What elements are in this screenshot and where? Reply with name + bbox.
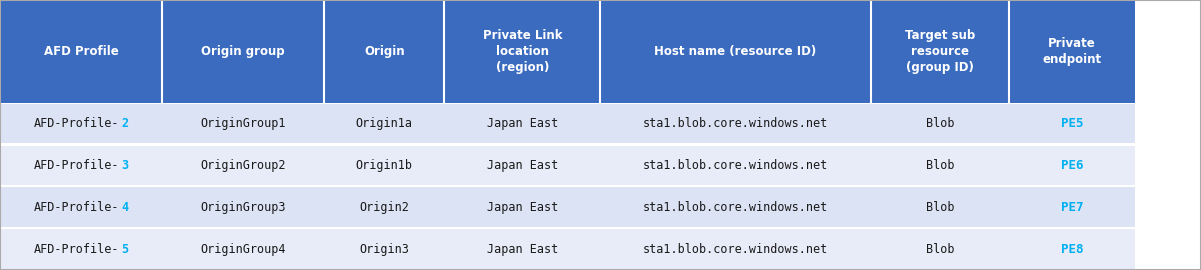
Text: sta1.blob.core.windows.net: sta1.blob.core.windows.net <box>643 201 829 214</box>
Text: PE6: PE6 <box>1060 159 1083 172</box>
FancyBboxPatch shape <box>444 187 600 227</box>
Text: OriginGroup1: OriginGroup1 <box>201 117 286 130</box>
Text: Private Link
location
(region): Private Link location (region) <box>483 29 562 74</box>
FancyBboxPatch shape <box>1009 104 1135 143</box>
Text: OriginGroup2: OriginGroup2 <box>201 159 286 172</box>
Text: sta1.blob.core.windows.net: sta1.blob.core.windows.net <box>643 117 829 130</box>
FancyBboxPatch shape <box>1009 187 1135 227</box>
Text: 2: 2 <box>121 117 129 130</box>
FancyBboxPatch shape <box>444 146 600 185</box>
FancyBboxPatch shape <box>324 104 444 143</box>
FancyBboxPatch shape <box>600 187 871 227</box>
FancyBboxPatch shape <box>0 104 162 143</box>
Text: Japan East: Japan East <box>486 201 558 214</box>
Text: Private
endpoint: Private endpoint <box>1042 37 1101 66</box>
FancyBboxPatch shape <box>324 229 444 269</box>
FancyBboxPatch shape <box>162 104 324 143</box>
Text: sta1.blob.core.windows.net: sta1.blob.core.windows.net <box>643 242 829 256</box>
FancyBboxPatch shape <box>0 146 162 185</box>
Text: Target sub
resource
(group ID): Target sub resource (group ID) <box>904 29 975 74</box>
FancyBboxPatch shape <box>0 187 162 227</box>
FancyBboxPatch shape <box>600 104 871 143</box>
Text: sta1.blob.core.windows.net: sta1.blob.core.windows.net <box>643 159 829 172</box>
Text: PE5: PE5 <box>1060 117 1083 130</box>
FancyBboxPatch shape <box>162 0 324 103</box>
Text: Origin: Origin <box>364 45 405 58</box>
FancyBboxPatch shape <box>871 187 1009 227</box>
FancyBboxPatch shape <box>324 146 444 185</box>
FancyBboxPatch shape <box>162 187 324 227</box>
FancyBboxPatch shape <box>0 229 162 269</box>
Text: AFD-Profile-: AFD-Profile- <box>34 242 119 256</box>
FancyBboxPatch shape <box>324 187 444 227</box>
Text: 5: 5 <box>121 242 129 256</box>
Text: PE8: PE8 <box>1060 242 1083 256</box>
Text: AFD-Profile-: AFD-Profile- <box>34 117 119 130</box>
Text: Origin1b: Origin1b <box>355 159 413 172</box>
FancyBboxPatch shape <box>444 229 600 269</box>
Text: AFD-Profile-: AFD-Profile- <box>34 201 119 214</box>
FancyBboxPatch shape <box>871 104 1009 143</box>
Text: AFD Profile: AFD Profile <box>43 45 119 58</box>
Text: Japan East: Japan East <box>486 159 558 172</box>
FancyBboxPatch shape <box>871 229 1009 269</box>
Text: Origin group: Origin group <box>202 45 285 58</box>
FancyBboxPatch shape <box>444 0 600 103</box>
FancyBboxPatch shape <box>1009 146 1135 185</box>
Text: PE7: PE7 <box>1060 201 1083 214</box>
Text: Blob: Blob <box>926 201 954 214</box>
Text: Blob: Blob <box>926 159 954 172</box>
Text: 3: 3 <box>121 159 129 172</box>
Text: Japan East: Japan East <box>486 117 558 130</box>
Text: Blob: Blob <box>926 242 954 256</box>
FancyBboxPatch shape <box>871 0 1009 103</box>
FancyBboxPatch shape <box>0 0 162 103</box>
Text: Origin3: Origin3 <box>359 242 410 256</box>
Text: Origin1a: Origin1a <box>355 117 413 130</box>
FancyBboxPatch shape <box>1009 229 1135 269</box>
FancyBboxPatch shape <box>600 146 871 185</box>
Text: Japan East: Japan East <box>486 242 558 256</box>
FancyBboxPatch shape <box>1009 0 1135 103</box>
FancyBboxPatch shape <box>600 229 871 269</box>
Text: AFD-Profile-: AFD-Profile- <box>34 159 119 172</box>
FancyBboxPatch shape <box>324 0 444 103</box>
Text: OriginGroup3: OriginGroup3 <box>201 201 286 214</box>
FancyBboxPatch shape <box>162 146 324 185</box>
FancyBboxPatch shape <box>444 104 600 143</box>
Text: 4: 4 <box>121 201 129 214</box>
Text: Origin2: Origin2 <box>359 201 410 214</box>
FancyBboxPatch shape <box>600 0 871 103</box>
Text: Blob: Blob <box>926 117 954 130</box>
Text: OriginGroup4: OriginGroup4 <box>201 242 286 256</box>
Text: Host name (resource ID): Host name (resource ID) <box>655 45 817 58</box>
FancyBboxPatch shape <box>871 146 1009 185</box>
FancyBboxPatch shape <box>162 229 324 269</box>
